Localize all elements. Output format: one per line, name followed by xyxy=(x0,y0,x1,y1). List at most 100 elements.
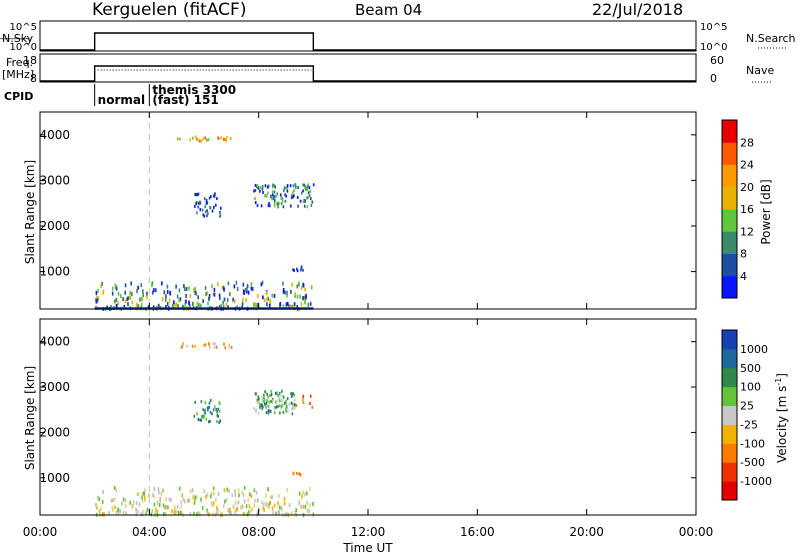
echo-cell xyxy=(185,299,187,304)
echo-cell xyxy=(304,184,306,188)
colorbar-cell xyxy=(722,367,737,388)
echo-cell xyxy=(236,507,239,511)
echo-cell xyxy=(212,292,215,297)
echo-cell xyxy=(157,487,160,492)
echo-cell xyxy=(261,187,264,191)
echo-cell xyxy=(95,503,97,508)
echo-cell xyxy=(312,183,315,187)
echo-cell xyxy=(194,286,196,291)
echo-cell xyxy=(178,288,181,293)
echo-cell xyxy=(96,295,98,300)
echo-cell xyxy=(131,292,133,297)
echo-cell xyxy=(299,199,302,203)
echo-cell xyxy=(235,501,237,505)
echo-cell xyxy=(281,199,284,203)
echo-cell xyxy=(140,302,143,307)
echo-cell xyxy=(234,493,237,498)
echo-cell xyxy=(284,401,287,405)
echo-cell xyxy=(269,299,272,303)
echo-cell xyxy=(288,403,291,406)
echo-cell xyxy=(232,504,235,509)
power-colorbar-label: Power [dB] xyxy=(759,179,773,244)
echo-cell xyxy=(256,204,259,208)
echo-cell xyxy=(155,507,157,512)
echo-cell xyxy=(213,292,216,297)
echo-cell xyxy=(165,305,167,310)
echo-cell xyxy=(180,510,183,515)
echo-cell xyxy=(189,489,192,494)
echo-cell xyxy=(266,392,268,396)
nsky-trace xyxy=(40,32,696,51)
echo-cell xyxy=(130,281,132,286)
echo-cell xyxy=(254,197,256,200)
echo-cell xyxy=(148,493,150,498)
echo-cell xyxy=(205,292,207,297)
echo-cell xyxy=(213,287,216,292)
echo-cell xyxy=(304,200,306,203)
echo-cell xyxy=(192,302,194,306)
echo-cell xyxy=(229,292,231,297)
echo-cell xyxy=(251,507,253,512)
echo-cell xyxy=(189,294,192,298)
echo-cell xyxy=(166,302,169,306)
echo-cell xyxy=(265,411,268,415)
echo-cell xyxy=(298,472,300,476)
x-tick-label: 20:00 xyxy=(569,525,604,539)
echo-cell xyxy=(291,394,294,398)
echo-cell xyxy=(179,297,182,302)
echo-cell xyxy=(186,344,188,348)
echo-cell xyxy=(198,139,201,143)
echo-cell xyxy=(275,511,277,516)
echo-cell xyxy=(253,407,255,411)
echo-cell xyxy=(173,300,175,305)
echo-cell xyxy=(117,300,119,305)
x-axis-ticks: 00:00 04:00 08:00 12:00 16:00 20:00 00:00 xyxy=(23,112,713,539)
echo-cell xyxy=(119,509,122,514)
echo-cell xyxy=(307,508,310,513)
echo-cell xyxy=(243,291,245,295)
echo-cell xyxy=(302,394,305,398)
echo-cell xyxy=(294,510,296,515)
x-tick-label: 04:00 xyxy=(132,525,167,539)
echo-cell xyxy=(153,502,156,507)
echo-cell xyxy=(290,392,292,396)
echo-cell xyxy=(195,137,198,141)
echo-cell xyxy=(117,511,120,516)
echo-cell xyxy=(156,500,159,505)
echo-cell xyxy=(96,298,99,303)
echo-cell xyxy=(202,415,205,419)
echo-cell xyxy=(229,507,231,512)
echo-cell xyxy=(291,282,293,287)
velocity-echo-cells xyxy=(95,342,315,517)
echo-cell xyxy=(263,508,265,513)
echo-cell xyxy=(195,193,198,197)
echo-cell xyxy=(209,420,211,423)
velocity-colorbar-label: Velocity [m s-1] xyxy=(774,373,789,463)
echo-cell xyxy=(127,302,129,307)
cpid-normal: normal xyxy=(98,93,145,107)
echo-cell xyxy=(257,510,259,515)
echo-cell xyxy=(141,297,144,302)
echo-cell xyxy=(280,196,282,200)
echo-cell xyxy=(278,494,280,498)
echo-cell xyxy=(277,510,280,514)
echo-cell xyxy=(295,508,297,512)
echo-cell xyxy=(261,185,264,188)
x-tick-label: 00:00 xyxy=(23,525,58,539)
echo-cell xyxy=(284,290,286,295)
echo-cell xyxy=(264,184,267,188)
echo-cell xyxy=(160,491,163,496)
echo-cell xyxy=(283,401,286,405)
echo-cell xyxy=(122,497,125,502)
echo-cell xyxy=(271,401,274,405)
echo-cell xyxy=(203,343,205,347)
echo-cell xyxy=(286,290,288,295)
echo-cell xyxy=(223,342,225,346)
colorbar-tick-label: 28 xyxy=(740,136,754,149)
echo-cell xyxy=(211,503,214,508)
echo-cell xyxy=(223,488,226,493)
echo-cell xyxy=(95,299,98,304)
echo-cell xyxy=(296,196,299,199)
echo-cell xyxy=(269,495,272,500)
echo-cell xyxy=(194,400,196,404)
